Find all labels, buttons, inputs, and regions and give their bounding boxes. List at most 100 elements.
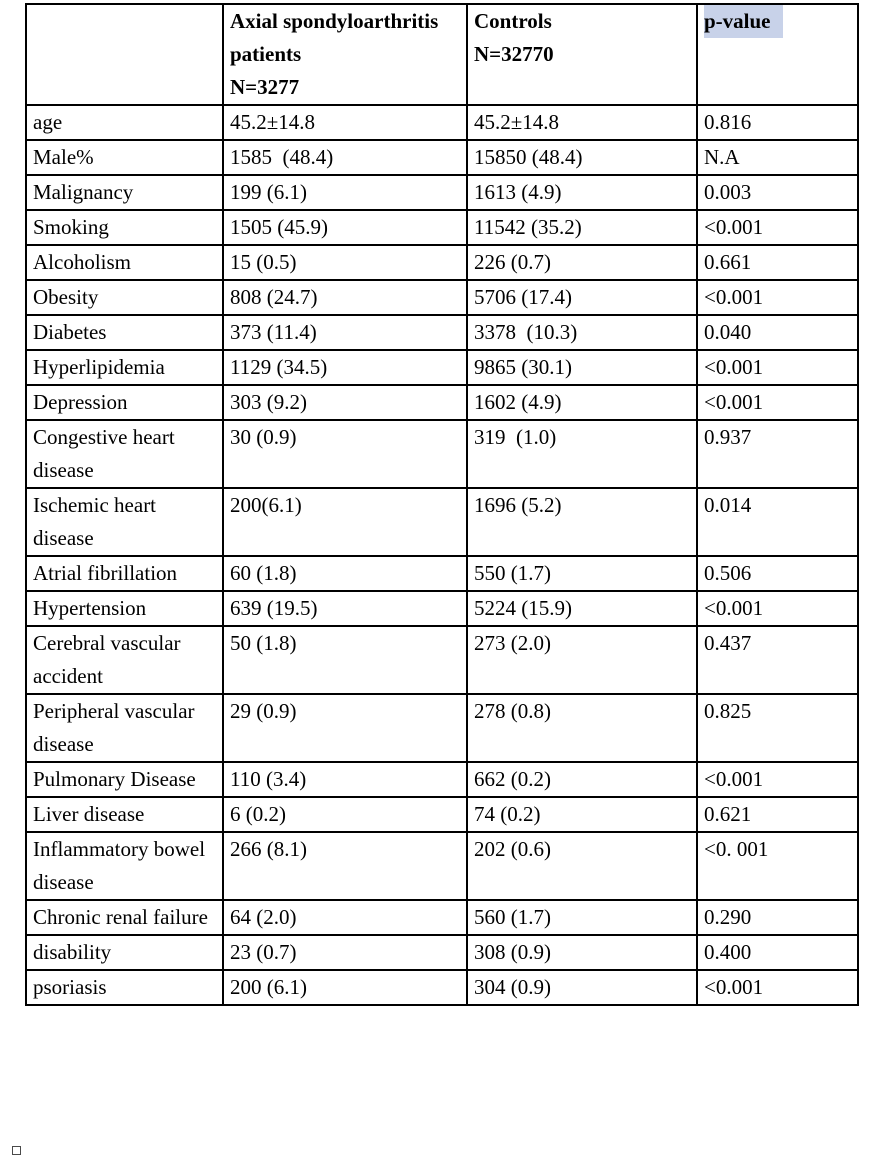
patients-value: 808 (24.7) xyxy=(222,279,468,316)
patients-value: 6 (0.2) xyxy=(222,796,468,833)
patients-value: 64 (2.0) xyxy=(222,899,468,936)
p-value: <0.001 xyxy=(696,969,859,1006)
paragraph-anchor-marker-icon xyxy=(12,1146,21,1155)
table-row: Ischemic heart disease 200(6.1) 1696 (5.2)… xyxy=(25,487,859,557)
column-header-row-label xyxy=(25,3,224,106)
patients-value: 1129 (34.5) xyxy=(222,349,468,386)
patients-value: 50 (1.8) xyxy=(222,625,468,695)
row-label: Depression xyxy=(25,384,224,421)
patients-value: 110 (3.4) xyxy=(222,761,468,798)
controls-value: 278 (0.8) xyxy=(466,693,698,763)
row-label: Alcoholism xyxy=(25,244,224,281)
controls-value: 74 (0.2) xyxy=(466,796,698,833)
table-row: Depression 303 (9.2) 1602 (4.9) <0.001 xyxy=(25,384,859,421)
row-label: Pulmonary Disease xyxy=(25,761,224,798)
p-value: <0. 001 xyxy=(696,831,859,901)
column-header-title: Controls xyxy=(474,9,552,33)
controls-value: 308 (0.9) xyxy=(466,934,698,971)
table-row: Hyperlipidemia 1129 (34.5) 9865 (30.1) <0.0… xyxy=(25,349,859,386)
row-label: Cerebral vascular accident xyxy=(25,625,224,695)
row-label: psoriasis xyxy=(25,969,224,1006)
patients-value: 23 (0.7) xyxy=(222,934,468,971)
p-value: 0.621 xyxy=(696,796,859,833)
p-value: 0.506 xyxy=(696,555,859,592)
controls-value: 560 (1.7) xyxy=(466,899,698,936)
patients-value: 266 (8.1) xyxy=(222,831,468,901)
table-row: Chronic renal failure 64 (2.0) 560 (1.7) 0.… xyxy=(25,899,859,936)
p-value: 0.437 xyxy=(696,625,859,695)
p-value: 0.937 xyxy=(696,419,859,489)
p-value: 0.816 xyxy=(696,104,859,141)
table-row: Alcoholism 15 (0.5) 226 (0.7) 0.661 xyxy=(25,244,859,281)
table-body: age 45.2±14.8 45.2±14.8 0.816 Male% 1585 (48.… xyxy=(25,104,859,1006)
controls-value: 15850 (48.4) xyxy=(466,139,698,176)
table-row: Smoking 1505 (45.9) 11542 (35.2) <0.001 xyxy=(25,209,859,246)
table-row: Obesity 808 (24.7) 5706 (17.4) <0.001 xyxy=(25,279,859,316)
column-header-p-value: p-value xyxy=(696,3,859,106)
row-label: Chronic renal failure xyxy=(25,899,224,936)
table-row: Inflammatory bowel disease 266 (8.1) 202 (… xyxy=(25,831,859,901)
table-row: Male% 1585 (48.4) 15850 (48.4) N.A xyxy=(25,139,859,176)
table-row: Pulmonary Disease 110 (3.4) 662 (0.2) <0.00… xyxy=(25,761,859,798)
row-label: Malignancy xyxy=(25,174,224,211)
column-header-n: N=32770 xyxy=(474,42,554,66)
patients-value: 200(6.1) xyxy=(222,487,468,557)
row-label: disability xyxy=(25,934,224,971)
row-label: Smoking xyxy=(25,209,224,246)
baseline-characteristics-table: Axial spondyloarthritis patients N=3277 Co… xyxy=(25,3,859,1006)
row-label: Male% xyxy=(25,139,224,176)
row-label: Hypertension xyxy=(25,590,224,627)
p-value: 0.661 xyxy=(696,244,859,281)
p-value: <0.001 xyxy=(696,384,859,421)
controls-value: 550 (1.7) xyxy=(466,555,698,592)
p-value: <0.001 xyxy=(696,590,859,627)
controls-value: 11542 (35.2) xyxy=(466,209,698,246)
table-row: Atrial fibrillation 60 (1.8) 550 (1.7) 0.50… xyxy=(25,555,859,592)
table-row: Congestive heart disease 30 (0.9) 319 (1.0… xyxy=(25,419,859,489)
row-label: Liver disease xyxy=(25,796,224,833)
patients-value: 303 (9.2) xyxy=(222,384,468,421)
p-value: <0.001 xyxy=(696,209,859,246)
row-label: Peripheral vascular disease xyxy=(25,693,224,763)
patients-value: 373 (11.4) xyxy=(222,314,468,351)
patients-value: 199 (6.1) xyxy=(222,174,468,211)
controls-value: 304 (0.9) xyxy=(466,969,698,1006)
controls-value: 202 (0.6) xyxy=(466,831,698,901)
p-value: <0.001 xyxy=(696,761,859,798)
patients-value: 1585 (48.4) xyxy=(222,139,468,176)
controls-value: 1602 (4.9) xyxy=(466,384,698,421)
patients-value: 60 (1.8) xyxy=(222,555,468,592)
p-value: 0.825 xyxy=(696,693,859,763)
column-header-patients: Axial spondyloarthritis patients N=3277 xyxy=(222,3,468,106)
column-header-controls: Controls N=32770 xyxy=(466,3,698,106)
column-header-n: N=3277 xyxy=(230,75,300,99)
patients-value: 45.2±14.8 xyxy=(222,104,468,141)
patients-value: 200 (6.1) xyxy=(222,969,468,1006)
row-label: Inflammatory bowel disease xyxy=(25,831,224,901)
table-row: Peripheral vascular disease 29 (0.9) 278 (… xyxy=(25,693,859,763)
controls-value: 226 (0.7) xyxy=(466,244,698,281)
table-row: Cerebral vascular accident 50 (1.8) 273 (2… xyxy=(25,625,859,695)
patients-value: 29 (0.9) xyxy=(222,693,468,763)
p-value: 0.290 xyxy=(696,899,859,936)
p-value: 0.014 xyxy=(696,487,859,557)
row-label: Ischemic heart disease xyxy=(25,487,224,557)
controls-value: 662 (0.2) xyxy=(466,761,698,798)
row-label: Obesity xyxy=(25,279,224,316)
controls-value: 5706 (17.4) xyxy=(466,279,698,316)
controls-value: 9865 (30.1) xyxy=(466,349,698,386)
controls-value: 1613 (4.9) xyxy=(466,174,698,211)
controls-value: 319 (1.0) xyxy=(466,419,698,489)
controls-value: 3378 (10.3) xyxy=(466,314,698,351)
patients-value: 30 (0.9) xyxy=(222,419,468,489)
table-row: psoriasis 200 (6.1) 304 (0.9) <0.001 xyxy=(25,969,859,1006)
p-value: <0.001 xyxy=(696,279,859,316)
table-row: Malignancy 199 (6.1) 1613 (4.9) 0.003 xyxy=(25,174,859,211)
row-label: age xyxy=(25,104,224,141)
table-header-row: Axial spondyloarthritis patients N=3277 Co… xyxy=(25,3,859,106)
controls-value: 273 (2.0) xyxy=(466,625,698,695)
row-label: Atrial fibrillation xyxy=(25,555,224,592)
row-label: Congestive heart disease xyxy=(25,419,224,489)
table-row: Diabetes 373 (11.4) 3378 (10.3) 0.040 xyxy=(25,314,859,351)
